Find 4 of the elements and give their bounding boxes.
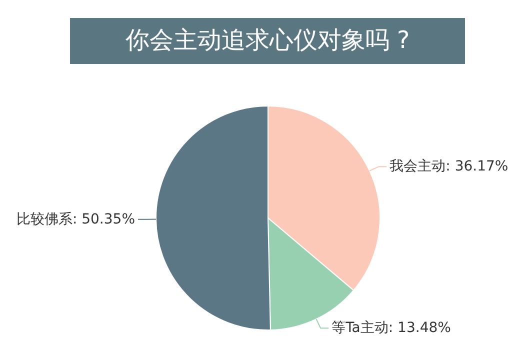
slice-label: 等Ta主动: 13.48% — [332, 320, 451, 336]
slice-label: 比较佛系: 50.35% — [16, 211, 136, 228]
chart-title: 你会主动追求心仪对象吗 ? — [124, 26, 410, 54]
slice-label: 我会主动: 36.17% — [390, 158, 508, 175]
